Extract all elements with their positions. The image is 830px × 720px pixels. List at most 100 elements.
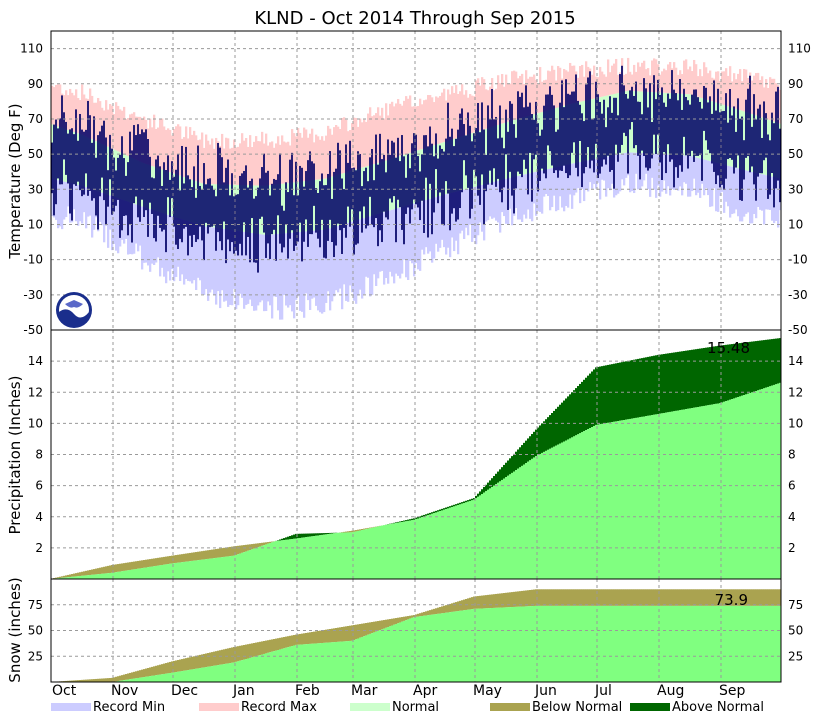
- snow-below-normal-bar: [689, 589, 692, 606]
- snow-observed-bar: [527, 606, 530, 682]
- record-min-bar: [535, 171, 538, 216]
- snow-observed-bar: [137, 677, 140, 682]
- precip-above-normal-bar: [441, 508, 444, 511]
- precip-observed-bar: [765, 387, 768, 579]
- precip-tick-label-right: 10: [788, 416, 803, 430]
- temp-tick-label-right: 10: [788, 217, 803, 231]
- precip-observed-bar: [207, 558, 210, 579]
- snow-observed-bar: [737, 605, 740, 682]
- observed-temperature-bar: [567, 93, 569, 179]
- precip-observed-bar: [235, 554, 238, 579]
- snow-observed-bar: [221, 664, 224, 682]
- observed-temperature-bar: [151, 177, 153, 214]
- precip-observed-bar: [279, 540, 282, 579]
- snow-observed-bar: [703, 605, 706, 682]
- snow-below-normal-bar: [379, 620, 382, 631]
- precip-observed-bar: [519, 467, 522, 579]
- record-max-bar: [603, 74, 606, 97]
- observed-temperature-bar: [337, 142, 339, 224]
- snow-below-normal-bar: [323, 629, 326, 643]
- record-min-bar: [547, 169, 550, 197]
- snow-below-normal-bar: [667, 589, 670, 606]
- record-max-bar: [67, 95, 70, 130]
- record-min-bar: [413, 203, 416, 277]
- snow-below-normal-bar: [527, 590, 530, 607]
- record-max-bar: [629, 71, 632, 91]
- record-max-bar: [715, 71, 718, 103]
- snow-below-normal-bar: [757, 589, 760, 606]
- snow-observed-bar: [145, 676, 148, 682]
- observed-temperature-bar: [353, 167, 355, 255]
- precip-above-normal-bar: [521, 445, 524, 466]
- precip-above-normal-bar: [475, 495, 478, 499]
- snow-below-normal-bar: [547, 589, 550, 606]
- record-max-bar: [499, 83, 502, 125]
- snow-observed-bar: [391, 625, 394, 682]
- precip-observed-bar: [497, 482, 500, 579]
- record-min-bar: [359, 219, 362, 290]
- record-max-bar: [441, 92, 444, 143]
- snow-observed-bar: [471, 609, 474, 682]
- precip-above-normal-bar: [295, 533, 298, 539]
- precip-observed-bar: [451, 507, 454, 579]
- precip-above-normal-bar: [705, 347, 708, 406]
- record-min-bar: [447, 193, 450, 248]
- precip-observed-bar: [369, 528, 372, 579]
- snow-observed-bar: [473, 608, 476, 682]
- precip-observed-bar: [253, 548, 256, 579]
- noaa-logo: [56, 292, 92, 328]
- observed-temperature-bar: [253, 198, 255, 263]
- precip-above-normal-bar: [559, 404, 562, 444]
- record-min-bar: [333, 227, 336, 297]
- precip-observed-bar: [137, 568, 140, 579]
- snow-below-normal-bar: [523, 590, 526, 607]
- snow-below-normal-bar: [361, 623, 364, 637]
- record-min-bar: [505, 178, 508, 224]
- record-max-bar: [335, 124, 338, 176]
- observed-temperature-bar: [463, 124, 465, 161]
- precip-above-normal-bar: [569, 394, 572, 439]
- snow-below-normal-bar: [121, 675, 124, 681]
- snow-below-normal-bar: [365, 623, 368, 636]
- record-min-bar: [253, 233, 256, 311]
- precip-below-normal-bar: [257, 543, 260, 548]
- observed-temperature-bar: [507, 131, 509, 210]
- precip-above-normal-bar: [443, 508, 446, 510]
- record-max-bar: [359, 118, 362, 169]
- precip-observed-bar: [313, 536, 316, 579]
- precip-observed-bar: [121, 571, 124, 579]
- precip-above-normal-bar: [435, 510, 438, 513]
- record-max-bar: [547, 70, 550, 111]
- observed-temperature-bar: [779, 128, 781, 203]
- record-min-bar: [621, 153, 624, 180]
- precip-observed-bar: [337, 532, 340, 579]
- precip-above-normal-bar: [501, 467, 504, 480]
- precip-above-normal-bar: [707, 347, 710, 406]
- precip-observed-bar: [305, 537, 308, 579]
- record-min-bar: [235, 230, 238, 310]
- record-min-bar: [285, 233, 288, 306]
- snow-observed-bar: [353, 640, 356, 682]
- precip-above-normal-bar: [293, 534, 296, 539]
- observed-temperature-bar: [667, 93, 669, 145]
- snow-observed-bar: [233, 662, 236, 682]
- legend-label: Below Normal: [532, 700, 622, 715]
- record-max-bar: [323, 140, 326, 179]
- precip-above-normal-bar: [743, 342, 746, 396]
- precip-observed-bar: [577, 434, 580, 579]
- precip-below-normal-bar: [369, 527, 372, 529]
- temp-tick-label-left: -50: [23, 323, 43, 337]
- record-max-bar: [271, 141, 274, 186]
- precip-above-normal-bar: [455, 504, 458, 506]
- observed-temperature-bar: [235, 194, 237, 251]
- observed-temperature-bar: [769, 140, 771, 195]
- precip-above-normal-bar: [505, 462, 508, 478]
- precip-observed-bar: [59, 577, 62, 579]
- snow-observed-bar: [511, 607, 514, 682]
- snow-observed-bar: [515, 606, 518, 682]
- precip-above-normal-bar: [613, 363, 616, 422]
- observed-temperature-bar: [473, 133, 475, 170]
- record-max-bar: [503, 86, 506, 124]
- precip-observed-bar: [401, 521, 404, 579]
- snow-below-normal-bar: [401, 617, 404, 622]
